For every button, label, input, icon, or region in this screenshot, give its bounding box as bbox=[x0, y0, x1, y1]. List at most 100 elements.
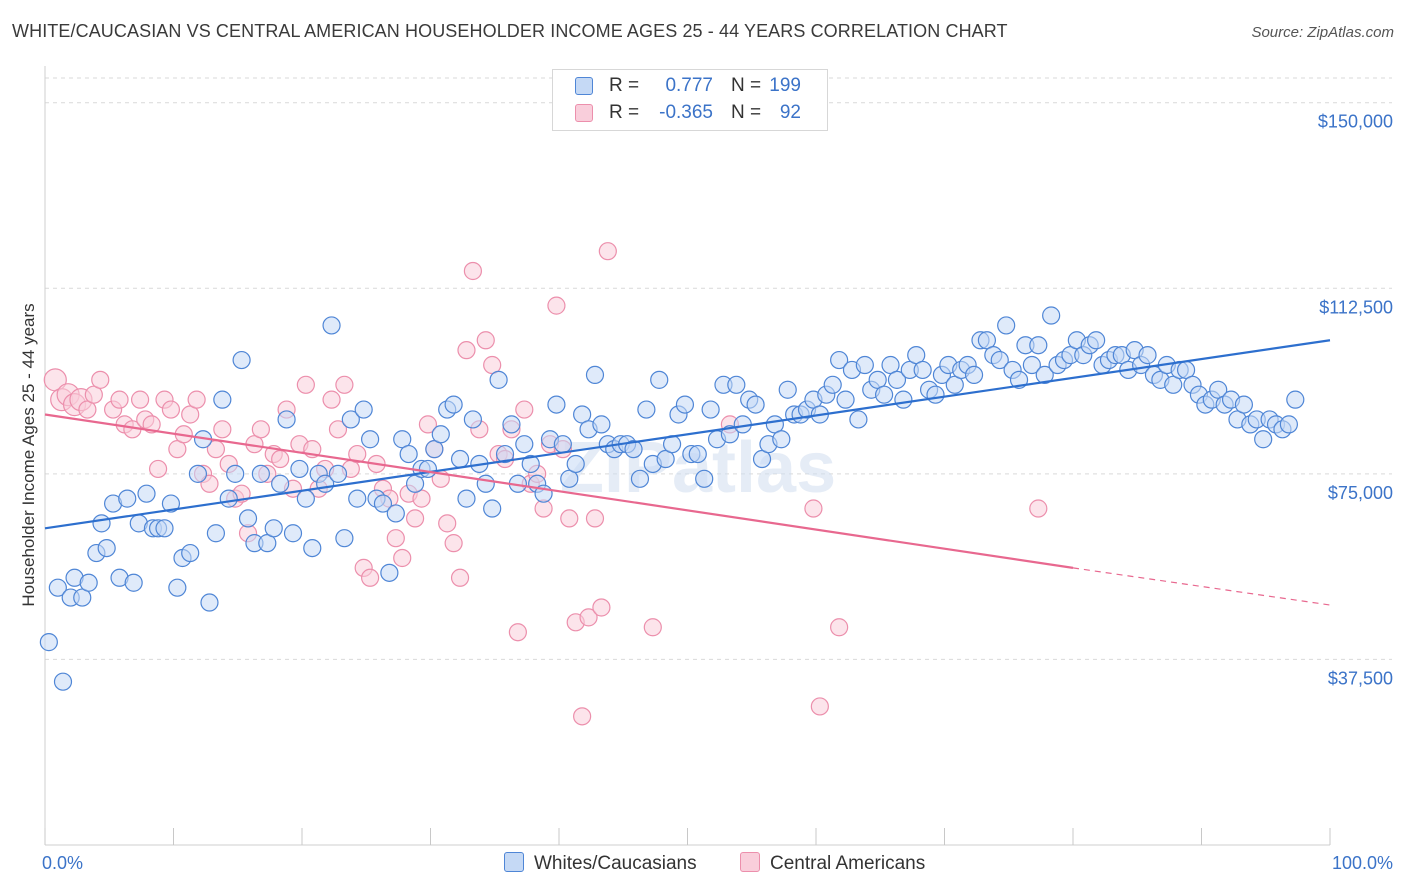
data-point-white bbox=[746, 395, 765, 414]
data-point-white bbox=[650, 370, 669, 389]
data-point-white bbox=[124, 573, 143, 592]
data-point-white bbox=[283, 524, 303, 543]
data-point-central-american bbox=[438, 514, 457, 533]
correlation-legend: R = 0.777 N = 199 R = -0.365 N = 92 bbox=[552, 69, 828, 131]
legend-n-label: N = bbox=[731, 75, 762, 96]
legend-label-central-americans: Central Americans bbox=[770, 853, 926, 874]
data-point-white bbox=[1042, 306, 1061, 325]
data-point-white bbox=[695, 469, 714, 488]
legend-row-central-americans: R = -0.365 N = 92 bbox=[553, 101, 827, 127]
data-point-white bbox=[53, 672, 73, 691]
data-point-central-american bbox=[251, 420, 270, 439]
y-tick-label: $75,000 bbox=[1328, 483, 1393, 503]
data-point-central-american bbox=[161, 400, 181, 419]
data-point-central-american bbox=[450, 568, 470, 587]
data-point-central-american bbox=[91, 370, 110, 389]
data-point-white bbox=[1234, 395, 1254, 414]
data-point-white bbox=[701, 400, 720, 419]
data-point-white bbox=[483, 499, 502, 518]
data-point-white bbox=[489, 370, 508, 389]
data-point-white bbox=[727, 375, 746, 394]
data-point-central-american bbox=[200, 474, 219, 493]
data-point-white bbox=[335, 529, 354, 548]
data-point-white bbox=[354, 400, 373, 419]
data-point-central-american bbox=[296, 375, 315, 394]
data-point-white bbox=[181, 543, 200, 563]
data-point-white bbox=[296, 489, 315, 508]
data-point-white bbox=[79, 573, 98, 592]
data-point-white bbox=[97, 538, 116, 558]
data-point-white bbox=[1029, 336, 1048, 355]
data-point-central-american bbox=[148, 459, 168, 479]
data-point-central-american bbox=[810, 697, 829, 716]
data-point-white bbox=[990, 350, 1009, 370]
data-point-white bbox=[964, 365, 984, 385]
data-point-central-american bbox=[393, 548, 412, 568]
data-point-white bbox=[206, 524, 226, 543]
data-point-white bbox=[855, 355, 874, 375]
legend-n-label: N = bbox=[731, 102, 762, 123]
data-point-central-american bbox=[328, 420, 348, 439]
data-point-central-american bbox=[142, 415, 161, 434]
data-point-white bbox=[137, 484, 156, 503]
data-point-white bbox=[361, 430, 380, 449]
x-tick-label: 0.0% bbox=[42, 853, 83, 873]
trend-line-central-americans-extension bbox=[1072, 567, 1331, 606]
legend-swatch-blue bbox=[504, 852, 524, 872]
data-point-white bbox=[585, 365, 605, 385]
data-point-central-american bbox=[110, 390, 129, 409]
data-point-white bbox=[328, 464, 348, 483]
data-point-white bbox=[849, 410, 868, 429]
data-point-white bbox=[913, 360, 932, 380]
legend-swatch-pink bbox=[740, 852, 760, 872]
data-point-central-american bbox=[515, 400, 534, 419]
data-point-central-american bbox=[547, 296, 566, 315]
legend-n-value: 199 bbox=[769, 75, 801, 96]
data-point-white bbox=[200, 593, 219, 612]
data-point-white bbox=[1254, 430, 1273, 449]
legend-swatch-pink bbox=[575, 104, 593, 122]
legend-r-value: 0.777 bbox=[665, 75, 713, 96]
data-point-white bbox=[380, 563, 399, 582]
data-point-white bbox=[875, 385, 894, 404]
data-point-white bbox=[155, 519, 174, 538]
y-tick-labels: $37,500 $75,000 $112,500 $150,000 bbox=[1318, 112, 1393, 689]
data-point-central-american bbox=[386, 529, 405, 548]
data-point-white bbox=[637, 400, 656, 419]
trend-line-whites bbox=[44, 339, 1331, 530]
data-point-central-american bbox=[804, 499, 823, 518]
source-label: Source: ZipAtlas.com bbox=[1251, 24, 1394, 41]
data-point-white bbox=[341, 410, 360, 429]
data-point-white bbox=[251, 464, 270, 483]
data-point-white bbox=[1138, 346, 1157, 365]
data-point-white bbox=[630, 469, 650, 488]
data-point-white bbox=[495, 444, 515, 464]
data-point-white bbox=[624, 440, 643, 459]
x-tick-label: 100.0% bbox=[1332, 853, 1393, 873]
data-point-central-american bbox=[187, 390, 206, 409]
data-point-white bbox=[457, 489, 476, 508]
data-point-white bbox=[238, 509, 258, 528]
data-point-white bbox=[48, 578, 67, 597]
data-point-white bbox=[271, 474, 290, 493]
legend-row-whites: R = 0.777 N = 199 bbox=[553, 74, 827, 100]
data-point-white bbox=[926, 385, 945, 404]
data-point-white bbox=[219, 489, 238, 508]
data-point-white bbox=[1035, 365, 1054, 385]
data-point-white bbox=[303, 538, 322, 558]
data-point-central-american bbox=[405, 509, 425, 528]
data-point-white bbox=[399, 444, 418, 464]
data-point-white bbox=[418, 459, 438, 479]
data-point-white bbox=[894, 390, 913, 409]
legend-n-value: 92 bbox=[779, 102, 801, 123]
legend-r-label: R = bbox=[609, 102, 640, 123]
data-point-central-american bbox=[348, 444, 367, 464]
data-point-white bbox=[566, 454, 585, 474]
data-point-central-american bbox=[585, 509, 605, 528]
data-point-white bbox=[290, 459, 309, 479]
data-point-white bbox=[1087, 331, 1106, 350]
data-point-white bbox=[322, 316, 341, 335]
data-point-central-american bbox=[830, 618, 849, 637]
data-point-white bbox=[373, 494, 393, 513]
